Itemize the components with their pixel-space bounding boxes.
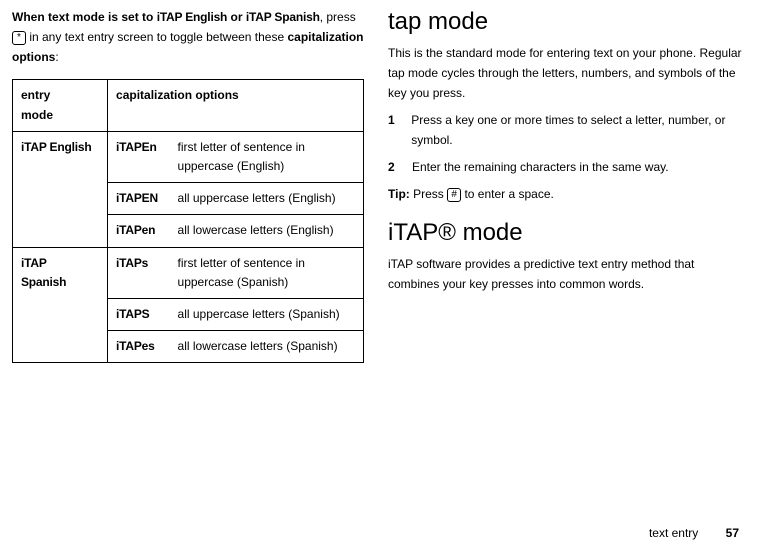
tap-mode-paragraph: This is the standard mode for entering t… [388,44,745,103]
table-row: entry mode capitalization options [13,80,364,131]
cell-desc-line: first letter of sentence in [178,138,355,157]
table-row: iTAP English iTAPEn first letter of sent… [13,131,364,182]
cell-desc: all uppercase letters (English) [170,183,364,215]
cell-desc: first letter of sentence in uppercase (S… [170,247,364,298]
tip-label: Tip: [388,187,410,201]
cell-desc-line: first letter of sentence in [178,254,355,273]
th-entry-mode: entry mode [13,80,108,131]
intro-or: or [227,10,246,24]
cell-code: iTAPEN [108,183,170,215]
tip-paragraph: Tip: Press # to enter a space. [388,185,745,205]
capitalization-table: entry mode capitalization options iTAP E… [12,79,364,363]
cell-mode-line: iTAP [21,254,99,273]
intro-after: , press [320,10,356,24]
heading-itap-mode: iTAP® mode [388,219,745,247]
step-text: Press a key one or more times to select … [411,111,745,149]
intro-colon: : [55,50,58,64]
heading-tap-mode: tap mode [388,8,745,36]
hash-key-icon: # [447,188,461,202]
th-entry: entry [21,86,99,105]
tip-pre: Press [410,187,447,201]
cell-desc-line: uppercase (English) [178,157,355,176]
cell-code: iTAPEn [108,131,170,182]
step-text: Enter the remaining characters in the sa… [412,158,669,177]
intro-bold-lead: When text mode is set to [12,10,157,24]
th-cap-options: capitalization options [108,80,364,131]
star-key-icon: * [12,31,26,45]
cell-desc: first letter of sentence in uppercase (E… [170,131,364,182]
cell-code: iTAPes [108,331,170,363]
footer-page-number: 57 [726,526,739,540]
page-footer: text entry 57 [649,526,739,540]
cell-mode-english: iTAP English [13,131,108,247]
numbered-list: 1 Press a key one or more times to selec… [388,111,745,177]
cell-code: iTAPS [108,298,170,330]
cell-code: iTAPen [108,215,170,247]
list-item: 2 Enter the remaining characters in the … [388,158,745,177]
step-number: 1 [388,111,397,149]
cell-code: iTAPs [108,247,170,298]
cell-desc: all lowercase letters (Spanish) [170,331,364,363]
list-item: 1 Press a key one or more times to selec… [388,111,745,149]
intro-mode1: iTAP English [157,10,228,24]
footer-section-label: text entry [649,526,698,540]
step-number: 2 [388,158,398,177]
th-mode: mode [21,106,99,125]
cell-desc-line: uppercase (Spanish) [178,273,355,292]
cell-mode-spanish: iTAP Spanish [13,247,108,363]
intro-paragraph: When text mode is set to iTAP English or… [12,8,364,67]
table-row: iTAP Spanish iTAPs first letter of sente… [13,247,364,298]
tip-post: to enter a space. [461,187,554,201]
cell-mode-line: Spanish [21,273,99,292]
cell-desc: all lowercase letters (English) [170,215,364,247]
intro-tail: in any text entry screen to toggle betwe… [26,30,288,44]
cell-desc: all uppercase letters (Spanish) [170,298,364,330]
itap-mode-paragraph: iTAP software provides a predictive text… [388,255,745,295]
intro-mode2: iTAP Spanish [246,10,320,24]
